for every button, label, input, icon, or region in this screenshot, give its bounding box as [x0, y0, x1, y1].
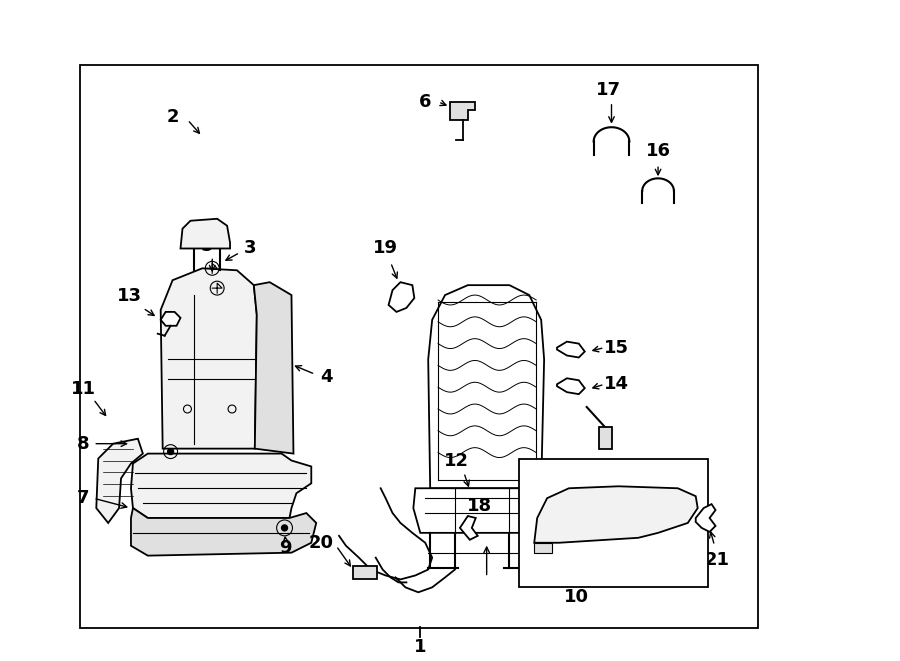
Text: 19: 19: [374, 239, 398, 258]
Bar: [519, 459, 707, 588]
Text: 16: 16: [645, 142, 670, 161]
Text: 4: 4: [320, 368, 332, 386]
Polygon shape: [428, 285, 544, 488]
Text: 11: 11: [71, 380, 96, 398]
Bar: [598, 427, 613, 449]
Bar: [535, 543, 552, 553]
Polygon shape: [389, 282, 414, 312]
Text: 9: 9: [279, 539, 292, 557]
Text: 2: 2: [166, 108, 179, 126]
Text: 15: 15: [604, 338, 629, 356]
Circle shape: [282, 525, 287, 531]
Polygon shape: [460, 516, 478, 540]
Polygon shape: [696, 504, 716, 532]
Text: 1: 1: [414, 638, 427, 656]
Text: 18: 18: [467, 497, 492, 515]
Bar: [80, 65, 758, 628]
Circle shape: [167, 449, 174, 455]
Text: 12: 12: [444, 451, 468, 469]
Bar: [353, 566, 377, 580]
Text: 10: 10: [564, 588, 590, 606]
Polygon shape: [450, 102, 475, 120]
Text: 8: 8: [77, 435, 90, 453]
Text: 5: 5: [201, 237, 213, 254]
Text: 17: 17: [596, 81, 621, 99]
Polygon shape: [131, 508, 316, 556]
Polygon shape: [181, 219, 230, 249]
Text: 20: 20: [309, 534, 334, 552]
Text: 7: 7: [77, 489, 90, 507]
Polygon shape: [96, 439, 143, 523]
Polygon shape: [161, 268, 256, 449]
Polygon shape: [413, 488, 564, 533]
Polygon shape: [254, 282, 293, 453]
Text: 21: 21: [705, 551, 730, 568]
Text: 6: 6: [419, 93, 431, 111]
Polygon shape: [557, 342, 585, 358]
Text: 3: 3: [244, 239, 256, 258]
Text: 13: 13: [116, 287, 141, 305]
Polygon shape: [161, 312, 181, 326]
Polygon shape: [131, 453, 311, 518]
Polygon shape: [557, 378, 585, 394]
Text: 14: 14: [604, 375, 629, 393]
Polygon shape: [535, 486, 698, 543]
